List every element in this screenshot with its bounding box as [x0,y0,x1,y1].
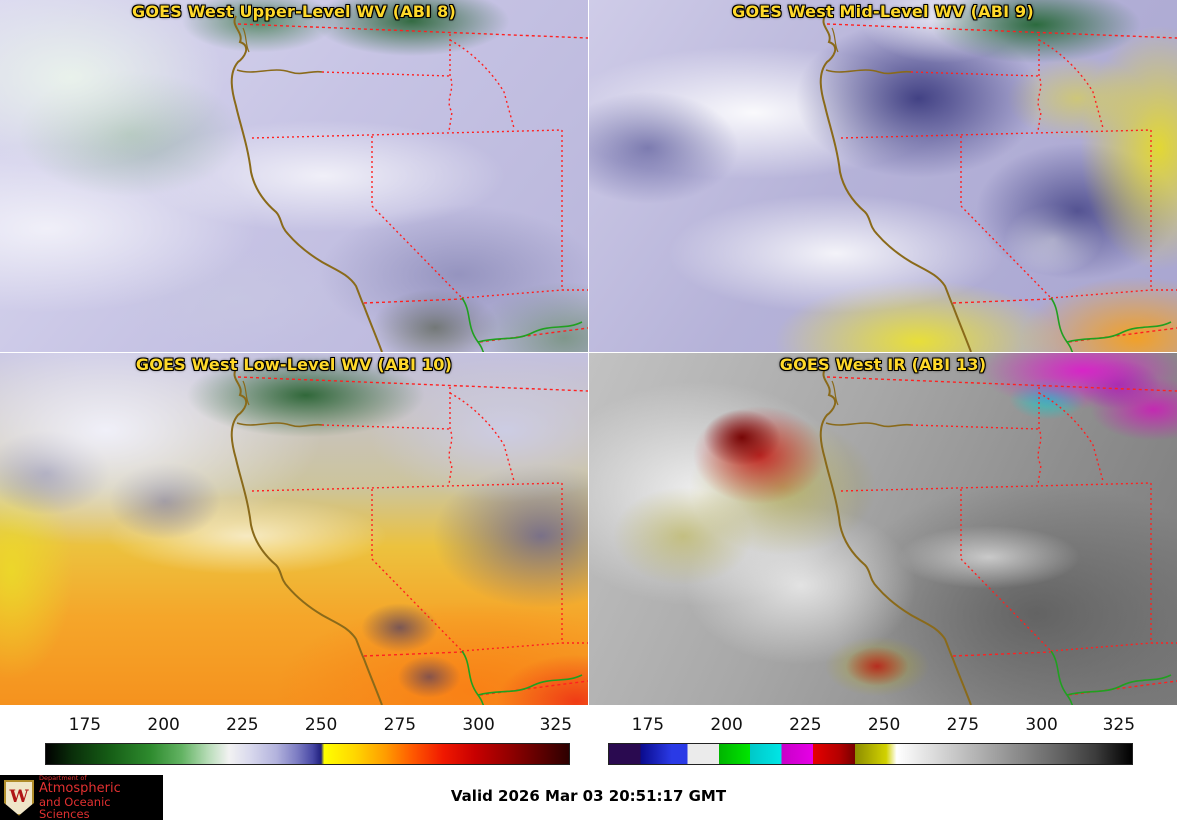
valid-time: Valid 2026 Mar 03 20:51:17 GMT [450,787,727,805]
tick-label: 300 [462,715,495,735]
aos-department-logo: W Department of Atmospheric and Oceanic … [0,775,163,820]
panel-title-mid-wv: GOES West Mid-Level WV (ABI 9) [732,2,1034,21]
wv-colorbar-gradient [45,743,570,765]
satellite-image-ir [589,353,1177,705]
satellite-quad-grid: GOES West Upper-Level WV (ABI 8) GOES We… [0,0,1177,705]
ir-colorbar: 175 200 225 250 275 300 325 [608,715,1136,765]
wv-colorbar: 175 200 225 250 275 300 325 [45,715,573,765]
map-borders-overlay [819,15,1177,352]
logo-line-oceanic: and Oceanic Sciences [39,794,111,820]
ir-colorbar-ticks: 175 200 225 250 275 300 325 [608,715,1136,743]
tick-label: 200 [710,715,743,735]
wv-colorbar-ticks: 175 200 225 250 275 300 325 [45,715,573,743]
map-borders-overlay [819,368,1177,705]
panel-title-ir: GOES West IR (ABI 13) [779,355,987,374]
map-borders-overlay [230,15,588,352]
tick-label: 225 [789,715,822,735]
tick-label: 275 [946,715,980,735]
tick-label: 275 [383,715,417,735]
tick-label: 250 [867,715,901,735]
panel-upper-level-wv: GOES West Upper-Level WV (ABI 8) [0,0,588,352]
logo-dept-of: Department of [39,774,87,783]
tick-label: 250 [304,715,338,735]
tick-label: 300 [1025,715,1058,735]
colorbar-section: 175 200 225 250 275 300 325 175 200 225 … [0,705,1177,775]
tick-label: 225 [226,715,259,735]
logo-text: Department of Atmospheric and Oceanic Sc… [39,775,163,820]
panel-low-level-wv: GOES West Low-Level WV (ABI 10) [0,353,588,705]
satellite-image-upper-wv [0,0,588,352]
satellite-image-mid-wv [589,0,1177,352]
logo-line-atmospheric: Atmospheric [39,781,121,797]
crest-letter: W [9,787,29,807]
map-borders-overlay [230,368,588,705]
tick-label: 175 [631,715,665,735]
tick-label: 175 [68,715,102,735]
tick-label: 200 [147,715,180,735]
panel-ir: GOES West IR (ABI 13) [589,353,1177,705]
panel-title-low-wv: GOES West Low-Level WV (ABI 10) [135,355,453,374]
panel-mid-level-wv: GOES West Mid-Level WV (ABI 9) [589,0,1177,352]
footer: W Department of Atmospheric and Oceanic … [0,775,1177,820]
tick-label: 325 [1102,715,1136,735]
panel-title-upper-wv: GOES West Upper-Level WV (ABI 8) [132,2,456,21]
ir-colorbar-gradient [608,743,1133,765]
satellite-image-low-wv [0,353,588,705]
tick-label: 325 [539,715,573,735]
